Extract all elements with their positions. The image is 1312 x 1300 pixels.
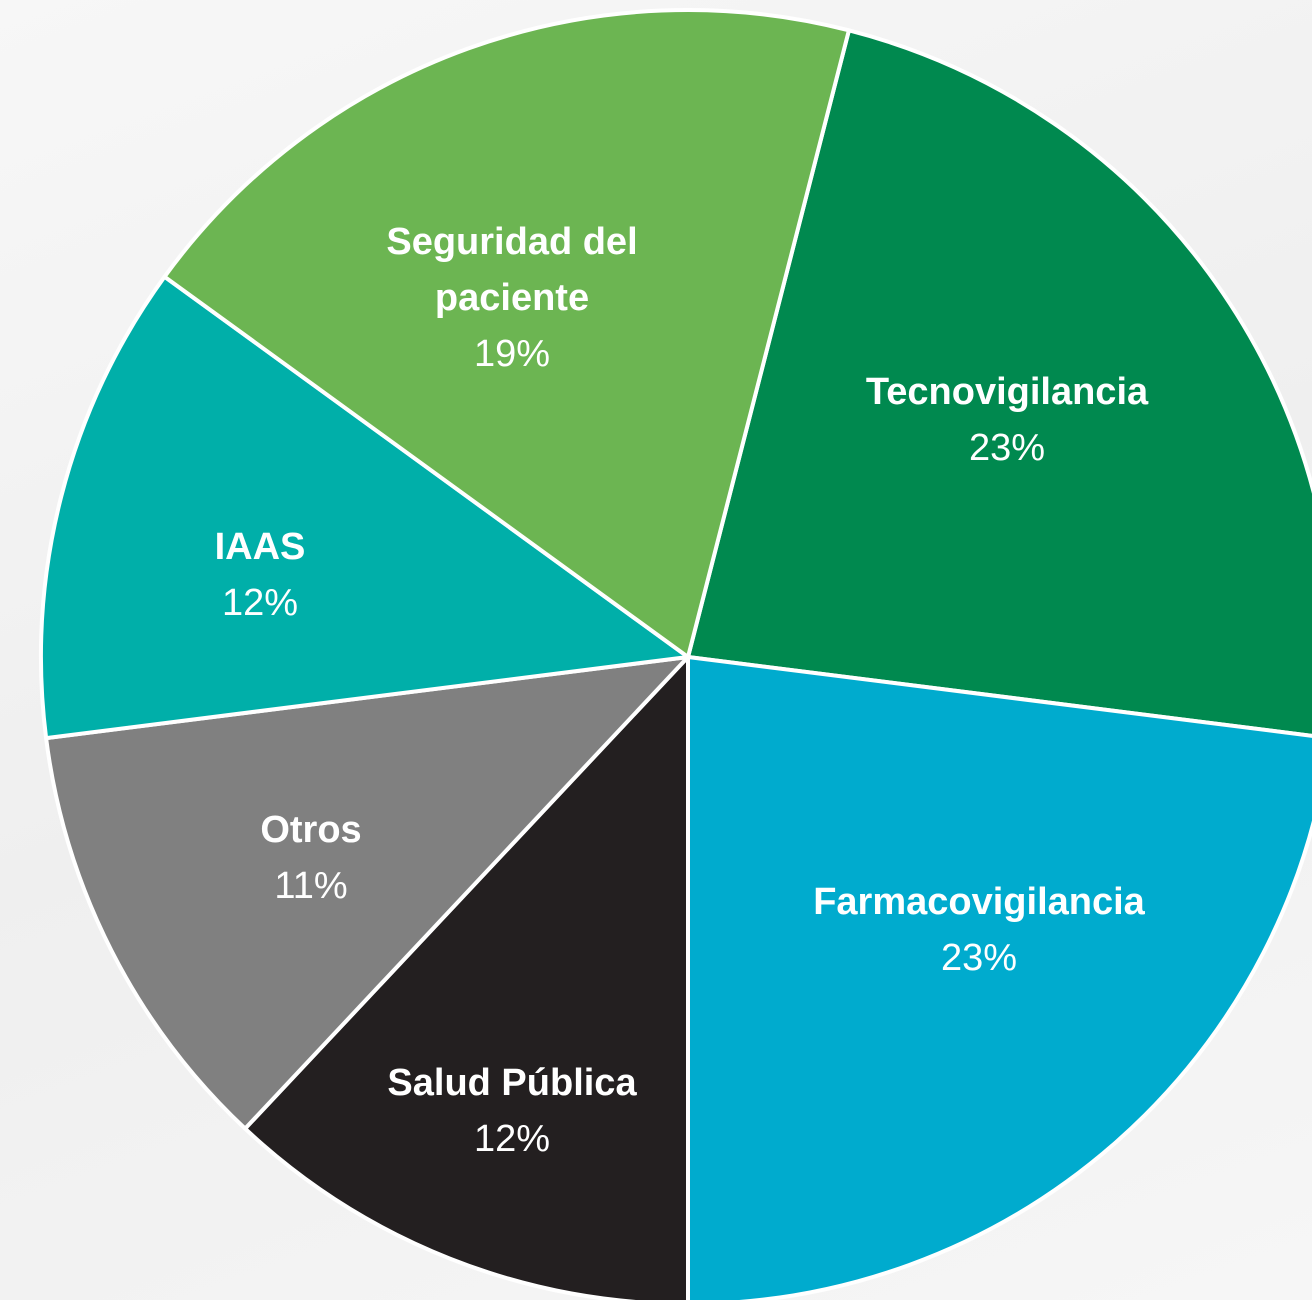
value-label: 12% <box>473 1118 551 1160</box>
value-label: 12% <box>221 582 299 624</box>
category-label: Tecnovigilancia <box>865 371 1149 413</box>
category-label: Otros <box>260 809 362 851</box>
value-label: 23% <box>968 427 1046 469</box>
pie-slice <box>686 655 1312 1300</box>
pie-slice <box>162 8 851 659</box>
pie-slice <box>686 28 1312 738</box>
slice-label: Farmacovigilancia 23% <box>769 874 1189 986</box>
category-label: Salud Pública <box>387 1062 637 1104</box>
value-label: 23% <box>940 937 1018 979</box>
pie-slice <box>44 655 690 1131</box>
pie-slice <box>39 274 690 741</box>
slice-label: Tecnovigilancia 23% <box>797 364 1217 476</box>
pie-slice <box>243 655 690 1300</box>
category-label: Seguridad del paciente <box>386 221 638 319</box>
slice-label: Otros 11% <box>161 802 461 914</box>
slice-label: IAAS 12% <box>110 519 410 631</box>
slice-label: Salud Pública 12% <box>312 1055 712 1167</box>
category-label: Farmacovigilancia <box>813 881 1145 923</box>
value-label: 11% <box>274 865 348 907</box>
value-label: 19% <box>473 333 551 375</box>
slice-label: Seguridad del paciente 19% <box>347 214 677 382</box>
category-label: IAAS <box>214 526 306 568</box>
